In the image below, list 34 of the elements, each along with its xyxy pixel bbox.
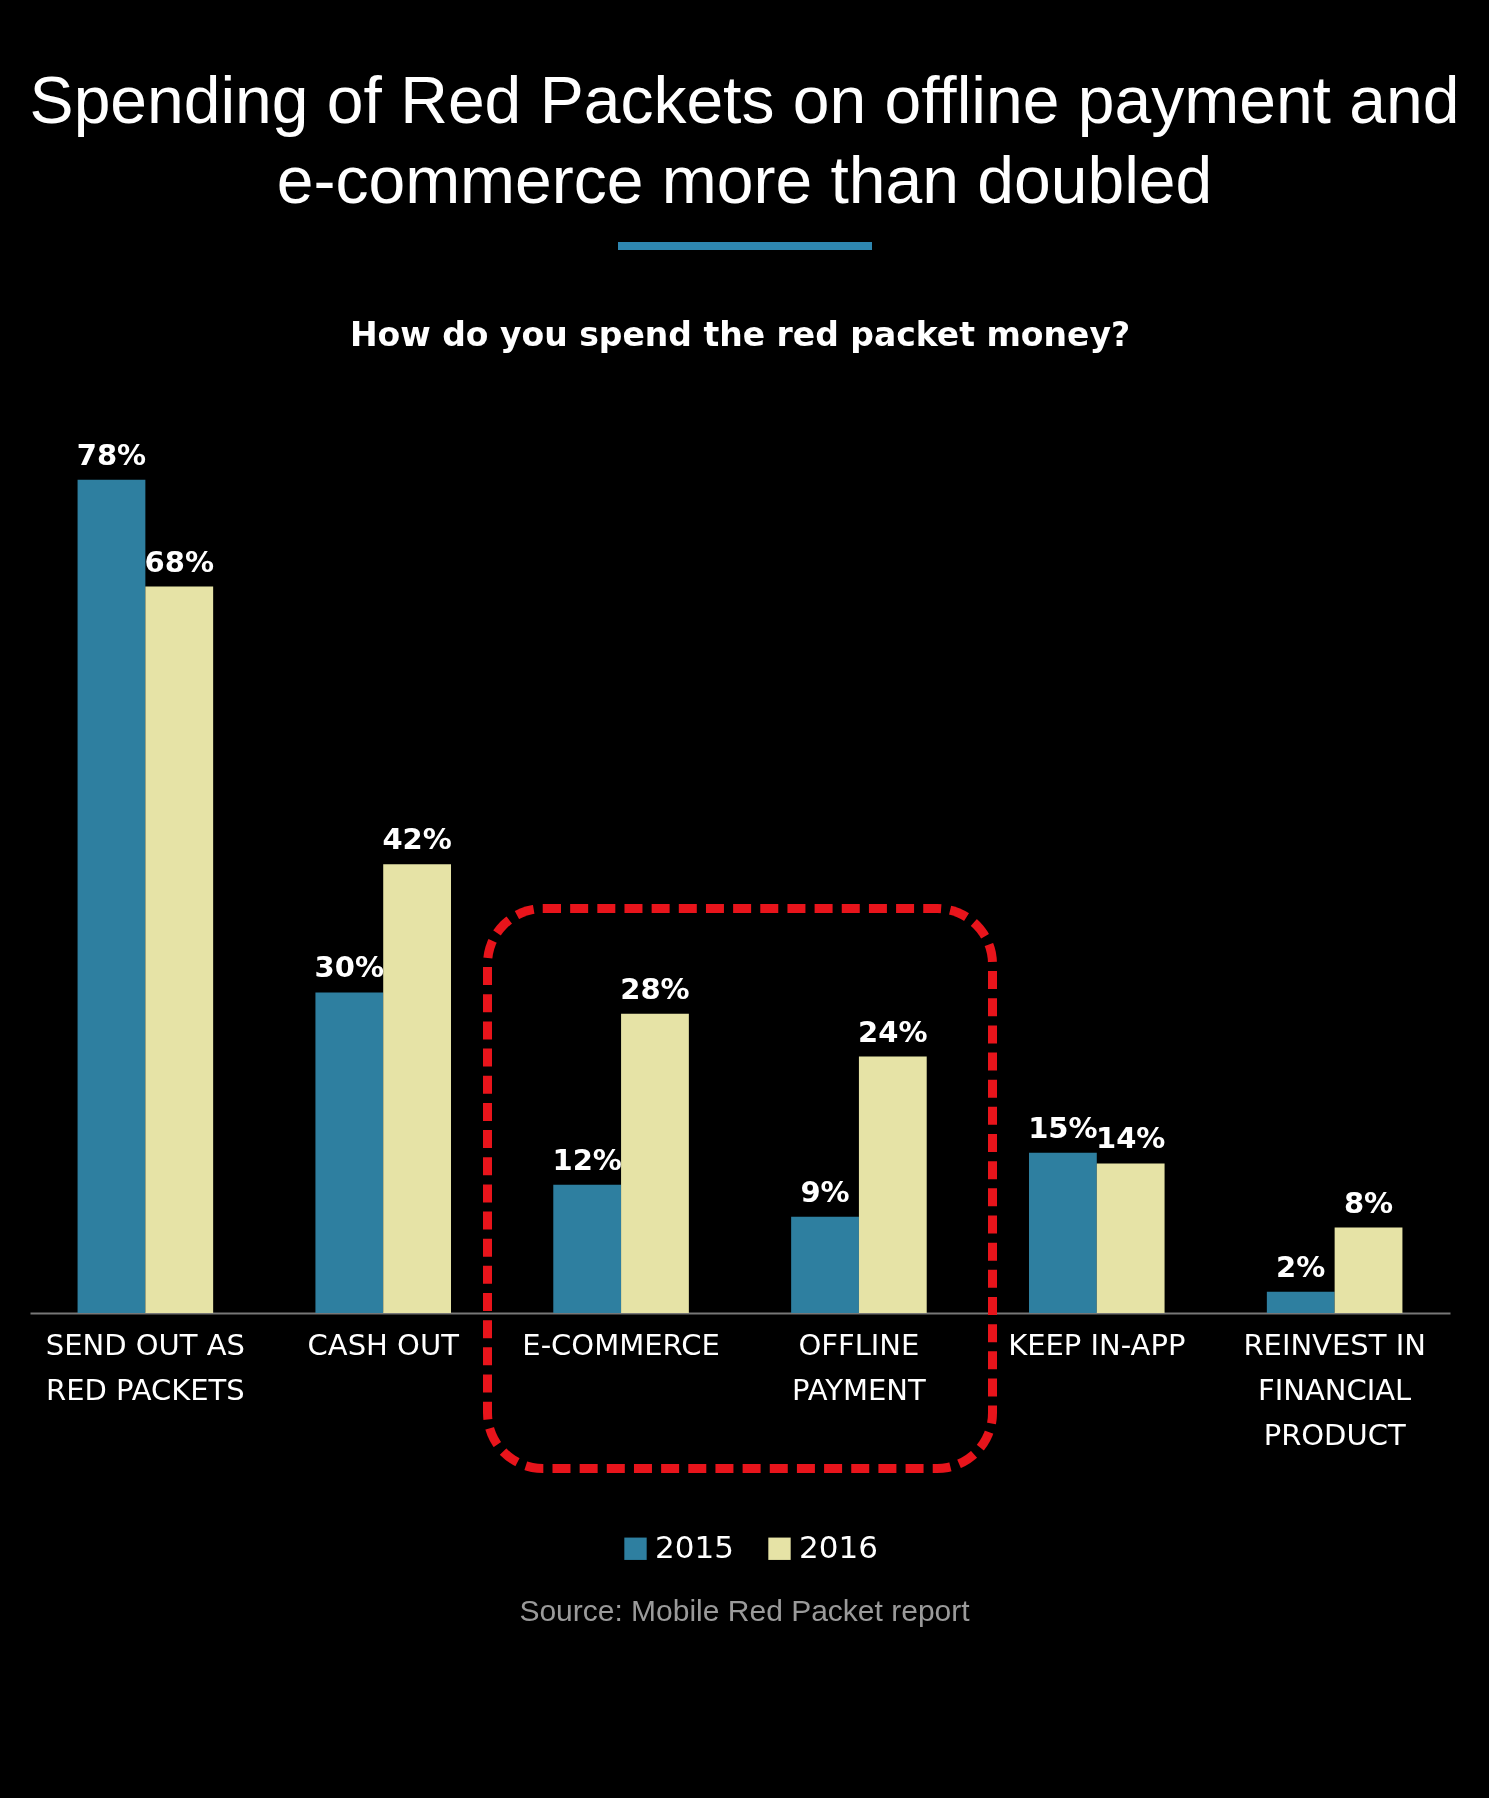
bar	[1266, 1291, 1335, 1313]
bar	[791, 1216, 859, 1313]
data-label: 9%	[800, 1174, 850, 1209]
data-label: 12%	[552, 1142, 622, 1177]
data-label: 78%	[76, 437, 147, 472]
bar	[145, 586, 214, 1313]
x-tick-label: SEND OUT AS RED PACKETS	[45, 1327, 245, 1407]
legend-label: 2015	[655, 1528, 734, 1565]
bar	[1096, 1163, 1165, 1313]
bar	[77, 479, 146, 1313]
chart-title: Spending of Red Packets on offline payment and e-commerce more than doubled	[28, 62, 1461, 219]
bar	[1334, 1227, 1403, 1313]
data-label: 15%	[1028, 1110, 1098, 1145]
bar	[553, 1184, 622, 1313]
bar	[858, 1056, 927, 1313]
x-tick-label: CASH OUT	[307, 1327, 460, 1362]
x-tick-label: E-COMMERCE	[522, 1327, 720, 1362]
data-label: 42%	[382, 822, 452, 857]
legend-label: 2016	[799, 1528, 878, 1565]
chart-subtitle: How do you spend the red packet money?	[349, 315, 1131, 354]
source-note: Source: Mobile Red Packet report	[518, 1594, 971, 1628]
data-label: 68%	[144, 544, 214, 579]
data-label: 24%	[858, 1014, 928, 1049]
bar	[383, 864, 452, 1313]
data-label: 30%	[314, 950, 385, 985]
x-tick-label: REINVEST IN FINANCIAL PRODUCT	[1243, 1327, 1426, 1452]
data-label: 28%	[620, 971, 690, 1006]
bar	[1028, 1152, 1097, 1313]
x-tick-label: KEEP IN-APP	[1008, 1327, 1186, 1362]
bar	[315, 992, 384, 1313]
data-label: 8%	[1343, 1185, 1394, 1220]
x-tick-label: OFFLINE PAYMENT	[792, 1327, 927, 1407]
data-label: 2%	[1276, 1249, 1326, 1284]
bar	[621, 1013, 689, 1313]
